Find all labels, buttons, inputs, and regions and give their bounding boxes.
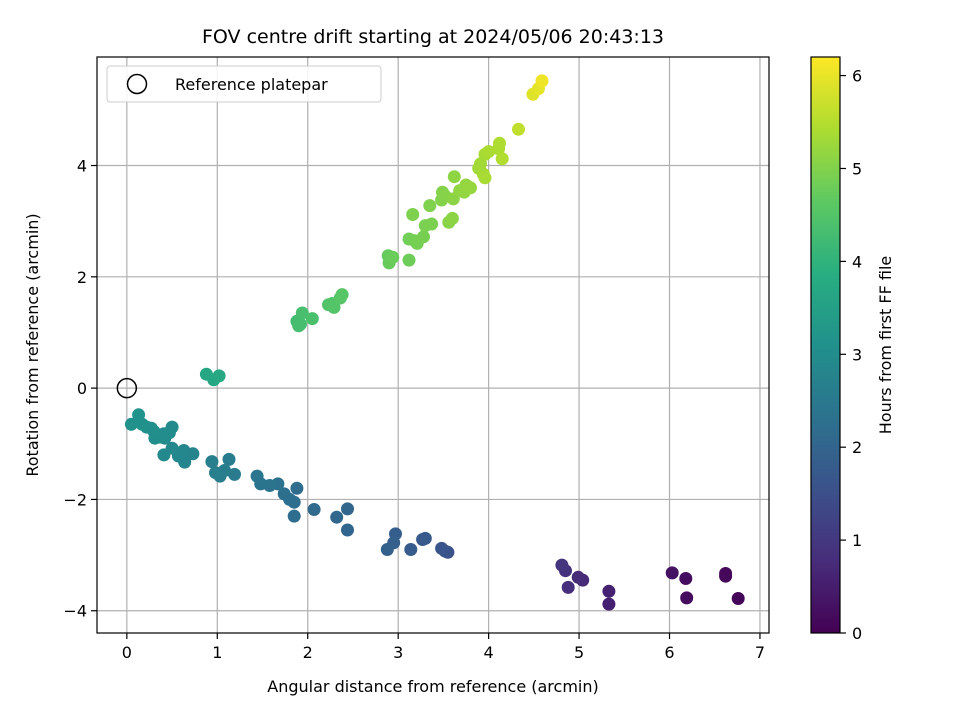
data-point bbox=[423, 199, 437, 213]
colorbar-tick-label: 0 bbox=[852, 624, 862, 643]
data-point bbox=[290, 481, 304, 495]
colorbar-tick-label: 2 bbox=[852, 438, 862, 457]
x-tick-label: 0 bbox=[122, 643, 132, 662]
data-point bbox=[307, 503, 321, 516]
colorbar-tick-label: 6 bbox=[852, 67, 862, 86]
data-point bbox=[327, 300, 341, 314]
data-point bbox=[305, 312, 319, 326]
data-point bbox=[335, 288, 349, 302]
data-point bbox=[228, 467, 241, 481]
data-point bbox=[535, 74, 549, 88]
data-point bbox=[404, 543, 418, 556]
x-tick-label: 1 bbox=[212, 643, 222, 662]
chart-title: FOV centre drift starting at 2024/05/06 … bbox=[202, 26, 664, 48]
data-point bbox=[447, 170, 461, 184]
colorbar-tick-label: 3 bbox=[852, 345, 862, 364]
y-tick-label: −4 bbox=[63, 602, 87, 621]
data-point bbox=[294, 317, 307, 331]
data-point bbox=[406, 208, 420, 221]
x-tick-label: 3 bbox=[393, 643, 403, 662]
data-point bbox=[571, 570, 585, 584]
legend-entry: Reference platepar bbox=[175, 75, 328, 94]
data-point bbox=[295, 306, 309, 320]
legend-box bbox=[106, 65, 382, 103]
colorbar-ticks: 0 1 2 3 4 5 6 bbox=[840, 67, 862, 643]
colorbar-tick-label: 1 bbox=[852, 531, 862, 550]
y-axis-ticks: −4 −2 0 2 4 bbox=[63, 157, 97, 621]
plot-frame bbox=[96, 56, 770, 634]
data-point bbox=[679, 572, 693, 585]
data-point bbox=[561, 580, 575, 594]
x-tick-label: 6 bbox=[664, 643, 674, 662]
data-point bbox=[602, 597, 616, 611]
data-point bbox=[205, 455, 219, 469]
data-point bbox=[445, 211, 459, 225]
colorbar-gradient bbox=[810, 56, 841, 634]
data-point bbox=[386, 250, 400, 264]
x-tick-label: 4 bbox=[484, 643, 494, 662]
data-point bbox=[124, 417, 138, 431]
reference-point bbox=[116, 377, 138, 399]
y-tick-label: −2 bbox=[63, 490, 87, 509]
y-axis-label: Rotation from reference (arcmin) bbox=[23, 213, 42, 476]
data-point bbox=[719, 567, 733, 580]
legend: Reference platepar bbox=[106, 65, 382, 103]
data-point bbox=[680, 591, 694, 605]
data-point bbox=[341, 523, 354, 537]
data-point bbox=[341, 502, 354, 516]
data-point bbox=[157, 448, 171, 462]
data-point bbox=[330, 510, 344, 524]
data-point bbox=[212, 369, 226, 383]
data-point bbox=[478, 171, 492, 185]
colorbar-tick-label: 4 bbox=[852, 252, 862, 271]
data-point bbox=[731, 592, 745, 605]
data-point bbox=[464, 181, 477, 195]
data-point bbox=[425, 217, 439, 231]
data-point bbox=[417, 230, 430, 244]
data-point bbox=[602, 584, 616, 598]
data-point bbox=[512, 122, 525, 136]
data-point bbox=[493, 136, 506, 150]
y-tick-label: 2 bbox=[77, 268, 87, 287]
x-tick-label: 2 bbox=[303, 643, 313, 662]
x-axis-ticks: 0 1 2 3 4 5 6 7 bbox=[122, 633, 765, 662]
data-point bbox=[555, 558, 569, 572]
x-tick-label: 5 bbox=[574, 643, 584, 662]
x-axis-label: Angular distance from reference (arcmin) bbox=[267, 677, 598, 696]
grid bbox=[97, 57, 769, 633]
data-point bbox=[402, 253, 416, 267]
data-point bbox=[482, 145, 496, 159]
colorbar-label: Hours from first FF file bbox=[876, 256, 895, 435]
data-point bbox=[132, 408, 146, 422]
data-points bbox=[124, 74, 745, 611]
x-tick-label: 7 bbox=[755, 643, 765, 662]
legend-marker bbox=[126, 73, 148, 95]
data-point bbox=[222, 452, 236, 466]
colorbar: 0 1 2 3 4 5 6 Hours from first FF file bbox=[810, 56, 895, 643]
data-point bbox=[277, 487, 291, 501]
data-point bbox=[250, 469, 264, 483]
data-point bbox=[287, 509, 301, 523]
data-point bbox=[416, 533, 430, 546]
data-point bbox=[209, 466, 222, 480]
reference-marker bbox=[116, 377, 138, 399]
data-point bbox=[380, 543, 394, 556]
colorbar-tick-label: 5 bbox=[852, 159, 862, 178]
y-tick-label: 4 bbox=[77, 157, 87, 176]
data-point bbox=[495, 152, 509, 166]
data-point bbox=[435, 541, 449, 555]
data-point bbox=[665, 566, 679, 580]
y-tick-label: 0 bbox=[77, 379, 87, 398]
